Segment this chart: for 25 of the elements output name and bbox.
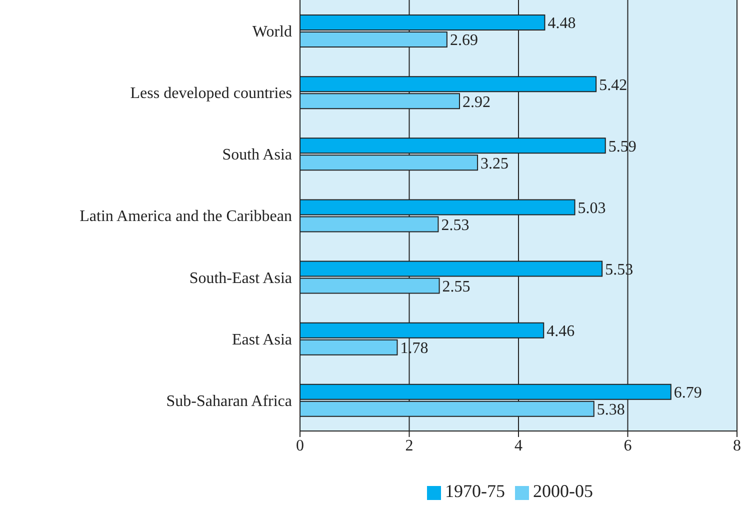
x-tick-label: 4: [514, 437, 522, 454]
data-label: 6.79: [674, 384, 702, 402]
y-tick-label: Latin America and the Caribbean: [80, 208, 292, 226]
x-tick-label: 6: [624, 437, 632, 454]
data-label: 5.03: [578, 200, 606, 217]
data-label: 2.92: [462, 94, 491, 111]
x-tick-label: 8: [733, 437, 741, 454]
y-tick-label: World: [252, 23, 292, 40]
data-label: 5.42: [599, 76, 628, 94]
x-tick-label: 2: [405, 437, 414, 454]
data-label: 4.48: [548, 15, 576, 32]
legend-label: 1970-75: [445, 481, 505, 501]
data-label: 2.55: [442, 278, 470, 296]
data-label: 3.25: [480, 155, 509, 172]
data-label: 2.53: [441, 216, 470, 234]
y-tick-label: South-East Asia: [189, 270, 292, 287]
y-tick-label: South Asia: [222, 146, 292, 164]
data-label: 5.38: [596, 402, 625, 419]
y-tick-label: East Asia: [232, 331, 292, 348]
x-tick-label: 0: [296, 437, 304, 454]
data-label: 2.69: [450, 32, 478, 50]
y-tick-label: Sub-Saharan Africa: [166, 392, 292, 410]
y-tick-label: Less developed countries: [130, 85, 292, 102]
legend-label: 2000-05: [533, 481, 593, 501]
data-label: 4.46: [546, 323, 575, 340]
